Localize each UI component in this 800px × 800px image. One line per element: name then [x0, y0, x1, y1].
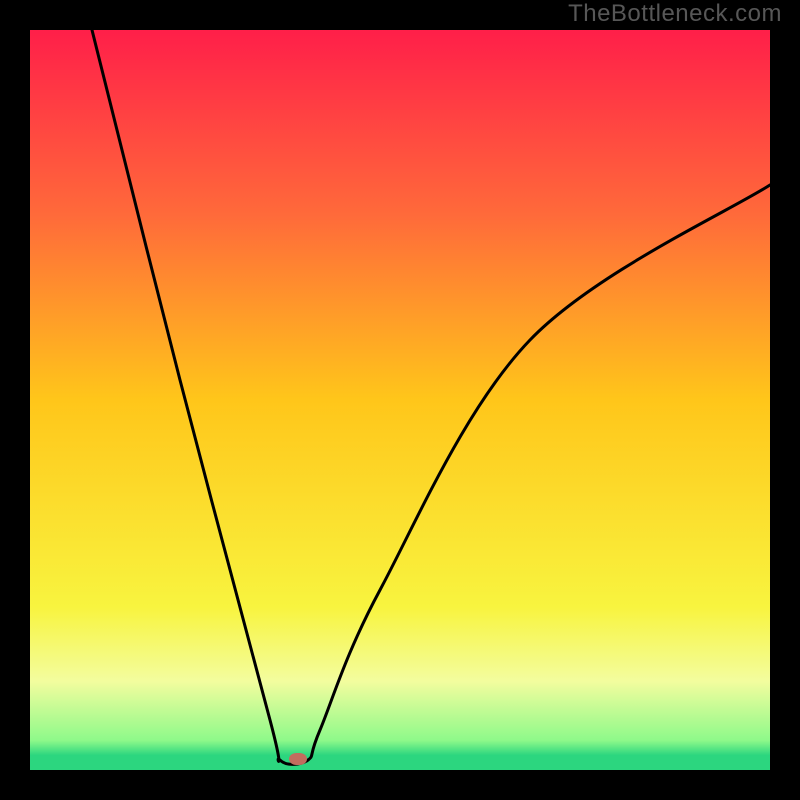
watermark-text: TheBottleneck.com [568, 0, 782, 28]
optimal-point-marker [289, 753, 307, 765]
plot-area [30, 30, 770, 770]
chart-container: TheBottleneck.com [0, 0, 800, 800]
bottleneck-curve [30, 30, 770, 770]
